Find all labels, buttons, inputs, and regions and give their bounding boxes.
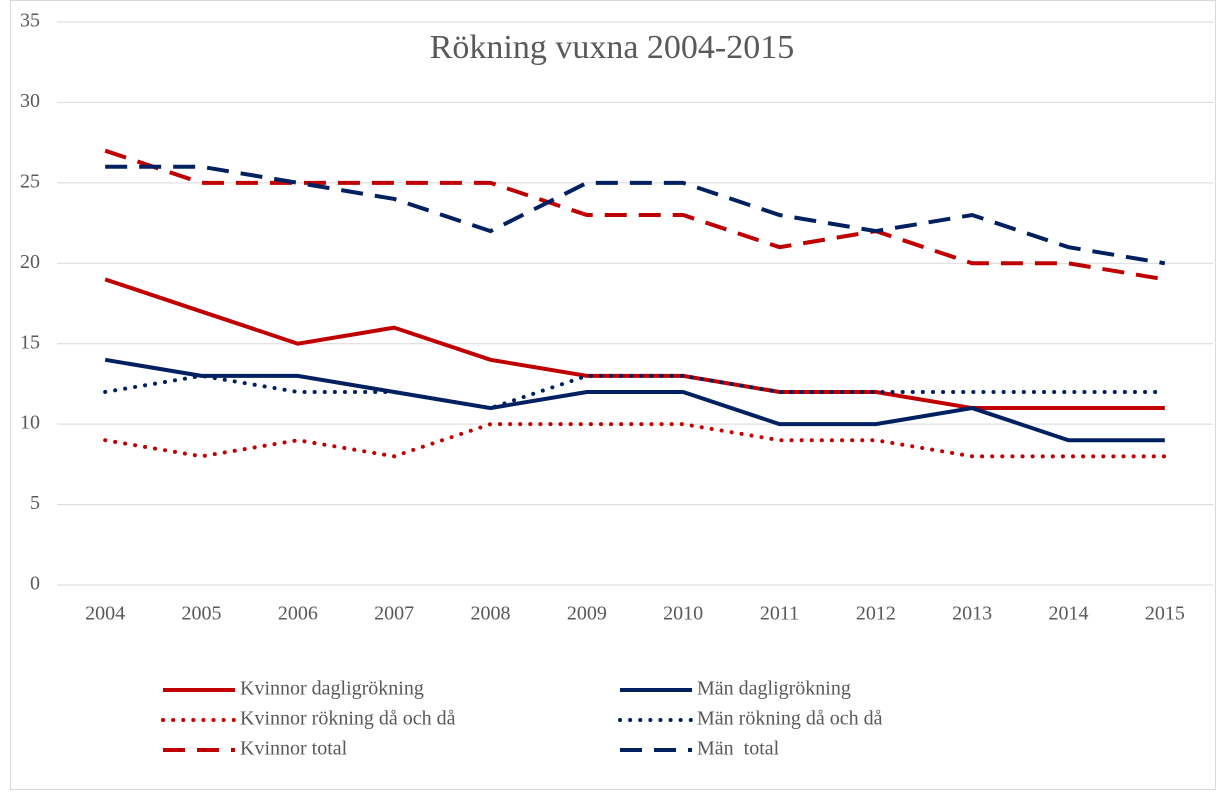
x-tick-label: 2006 [278, 603, 318, 625]
y-tick-label: 0 [30, 573, 40, 595]
y-tick-label: 30 [20, 90, 40, 112]
y-tick-label: 35 [20, 10, 40, 32]
x-tick-label: 2015 [1145, 603, 1185, 625]
x-tick-label: 2005 [182, 603, 222, 625]
y-tick-label: 10 [20, 412, 40, 434]
legend-label: Män rökning då och då [697, 708, 883, 730]
chart-title: Rökning vuxna 2004-2015 [430, 29, 795, 66]
x-tick-label: 2013 [952, 603, 992, 625]
chart-frame [10, 0, 1216, 790]
x-tick-label: 2012 [856, 603, 896, 625]
series-line [104, 277, 1165, 411]
y-tick-label: 20 [20, 251, 40, 273]
y-tick-label: 15 [20, 331, 40, 353]
series-line [104, 148, 1166, 282]
legend-label: Kvinnor total [240, 738, 348, 760]
x-tick-label: 2014 [1049, 603, 1089, 625]
y-tick-label: 5 [30, 492, 40, 514]
y-tick-label: 25 [20, 170, 40, 192]
x-tick-label: 2011 [760, 603, 799, 625]
legend-label: Kvinnor dagligrökning [240, 678, 424, 700]
x-tick-label: 2010 [663, 603, 703, 625]
legend-label: Män total [697, 738, 780, 760]
series-line [105, 164, 1166, 266]
x-tick-label: 2007 [374, 603, 414, 625]
x-tick-label: 2008 [471, 603, 511, 625]
legend-label: Män dagligrökning [697, 678, 851, 700]
legend-label: Kvinnor rökning då och då [240, 708, 456, 730]
series-line [104, 357, 1165, 443]
x-tick-label: 2009 [567, 603, 607, 625]
x-tick-label: 2004 [85, 603, 125, 625]
